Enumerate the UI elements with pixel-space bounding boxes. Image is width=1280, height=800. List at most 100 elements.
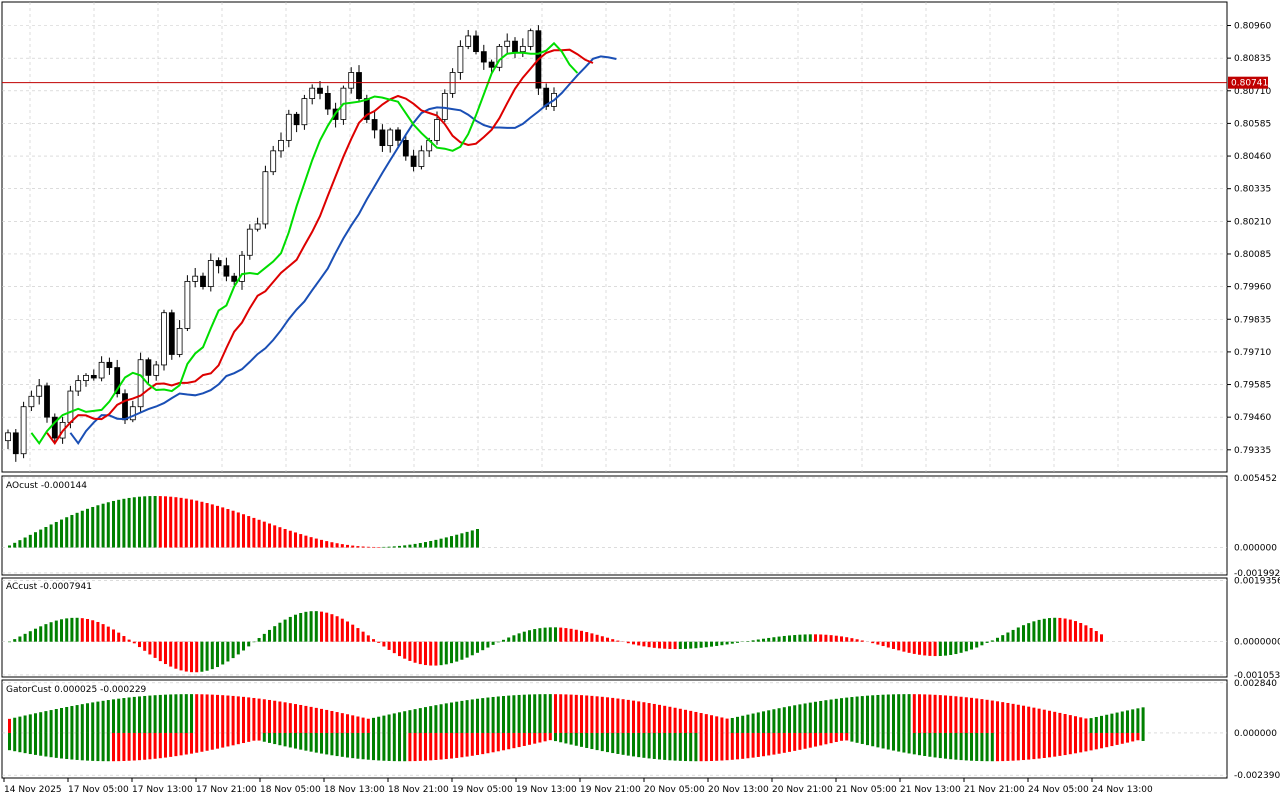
- gator-lower-bar: [351, 732, 355, 759]
- ac-bar: [143, 641, 147, 651]
- ao-bar: [299, 534, 303, 548]
- ac-bar: [340, 618, 344, 642]
- ac-bar: [574, 629, 578, 642]
- gator-lower-bar: [845, 732, 849, 741]
- ao-bar: [434, 539, 438, 548]
- gator-upper-bar: [39, 712, 43, 733]
- gator-lower-bar: [746, 732, 750, 759]
- ao-bar: [252, 517, 256, 548]
- gator-upper-bar: [548, 694, 552, 733]
- gator-panel: 0.002840 0.000000 -0.002390: [1, 679, 1280, 781]
- gator-upper-bar: [762, 711, 765, 733]
- ao-bar: [294, 532, 297, 548]
- ac-bar: [684, 641, 687, 649]
- gator-lower-bar: [855, 732, 859, 743]
- gator-lower-bar: [257, 732, 261, 741]
- ao-bar: [226, 509, 230, 548]
- gator-lower-bar: [996, 732, 999, 762]
- ac-bar: [335, 616, 339, 642]
- ao-bar: [210, 504, 214, 548]
- ao-bar: [184, 498, 188, 548]
- gator-lower-bar: [938, 732, 942, 759]
- ao-bar: [132, 497, 136, 548]
- gator-lower-bar: [91, 732, 95, 761]
- candle-body: [129, 406, 136, 421]
- ac-bar: [413, 641, 417, 663]
- ac-bar: [54, 620, 58, 642]
- ac-bar: [720, 641, 724, 646]
- gator-upper-bar: [782, 707, 786, 733]
- gator-lower-bar: [127, 732, 131, 761]
- gator-upper-bar: [1037, 708, 1041, 733]
- ac-bar: [455, 641, 459, 662]
- ao-bar: [257, 519, 261, 548]
- gator-lower-bar: [309, 732, 313, 752]
- gator-lower-bar: [486, 732, 490, 754]
- y-tick-label: 0.80335: [1234, 185, 1271, 195]
- gator-lower-bar: [834, 732, 838, 742]
- gator-upper-bar: [403, 711, 407, 733]
- ac-bar: [283, 619, 287, 642]
- gator-upper-bar: [372, 717, 375, 733]
- candle-body: [231, 275, 238, 282]
- gator-upper-bar: [148, 695, 152, 733]
- gator-lower-bar: [990, 732, 994, 762]
- ao-bar: [200, 501, 204, 548]
- ao-bar: [65, 517, 69, 548]
- ac-bar: [49, 622, 53, 642]
- gator-lower-bar: [226, 732, 230, 747]
- ac-bar: [730, 641, 734, 644]
- gator-lower-bar: [751, 732, 755, 758]
- ac-bar: [1042, 618, 1046, 642]
- ac-bar: [268, 629, 271, 642]
- ao-bar: [242, 514, 245, 548]
- gator-lower-bar: [1042, 732, 1046, 758]
- gator-lower-bar: [28, 732, 32, 755]
- candle-body: [215, 260, 222, 267]
- gator-upper-bar: [985, 699, 989, 733]
- candle-body: [317, 87, 323, 94]
- ac-bar: [928, 641, 932, 656]
- candle-body: [527, 30, 534, 47]
- gator-lower-bar: [897, 732, 901, 752]
- gator-upper-bar: [252, 697, 256, 733]
- gator-upper-bar: [44, 711, 48, 733]
- ao-bar: [221, 507, 225, 548]
- gator-lower-bar: [1022, 732, 1025, 761]
- gator-upper-bar: [944, 695, 947, 733]
- ao-bar: [70, 514, 74, 548]
- gator-upper-bar: [949, 695, 953, 733]
- gator-upper-bar: [450, 702, 453, 733]
- gator-upper-bar: [1053, 711, 1057, 733]
- ao-bar: [236, 512, 240, 548]
- gator-lower-bar: [101, 732, 105, 762]
- x-tick-label: 17 Nov 05:00: [68, 785, 129, 795]
- candle-body: [410, 155, 417, 167]
- gator-upper-bar: [834, 698, 838, 733]
- gator-upper-bar: [304, 705, 308, 733]
- ac-bar: [595, 634, 599, 642]
- gator-upper-bar: [325, 709, 329, 733]
- gator-upper-bar: [288, 703, 292, 733]
- gator-upper-bar: [80, 704, 84, 733]
- gator-lower-bar: [335, 732, 339, 757]
- y-tick-label: 0.0000000: [1234, 638, 1280, 648]
- gator-upper-bar: [377, 716, 381, 733]
- gator-upper-bar: [1032, 707, 1036, 733]
- gator-lower-bar: [158, 732, 162, 759]
- gator-upper-bar: [1011, 703, 1015, 733]
- gator-lower-bar: [522, 732, 526, 746]
- gator-lower-bar: [736, 732, 739, 760]
- gator-lower-bar: [824, 732, 828, 745]
- gator-upper-bar: [476, 698, 479, 733]
- ac-bar: [902, 641, 906, 652]
- gator-upper-bar: [127, 697, 131, 733]
- ac-bar: [658, 641, 661, 649]
- ao-bar: [106, 502, 110, 548]
- candle-body: [246, 228, 253, 256]
- gator-lower-bar: [340, 732, 344, 757]
- ac-bar: [850, 638, 854, 642]
- ac-bar: [938, 641, 942, 656]
- gator-upper-bar: [611, 697, 615, 733]
